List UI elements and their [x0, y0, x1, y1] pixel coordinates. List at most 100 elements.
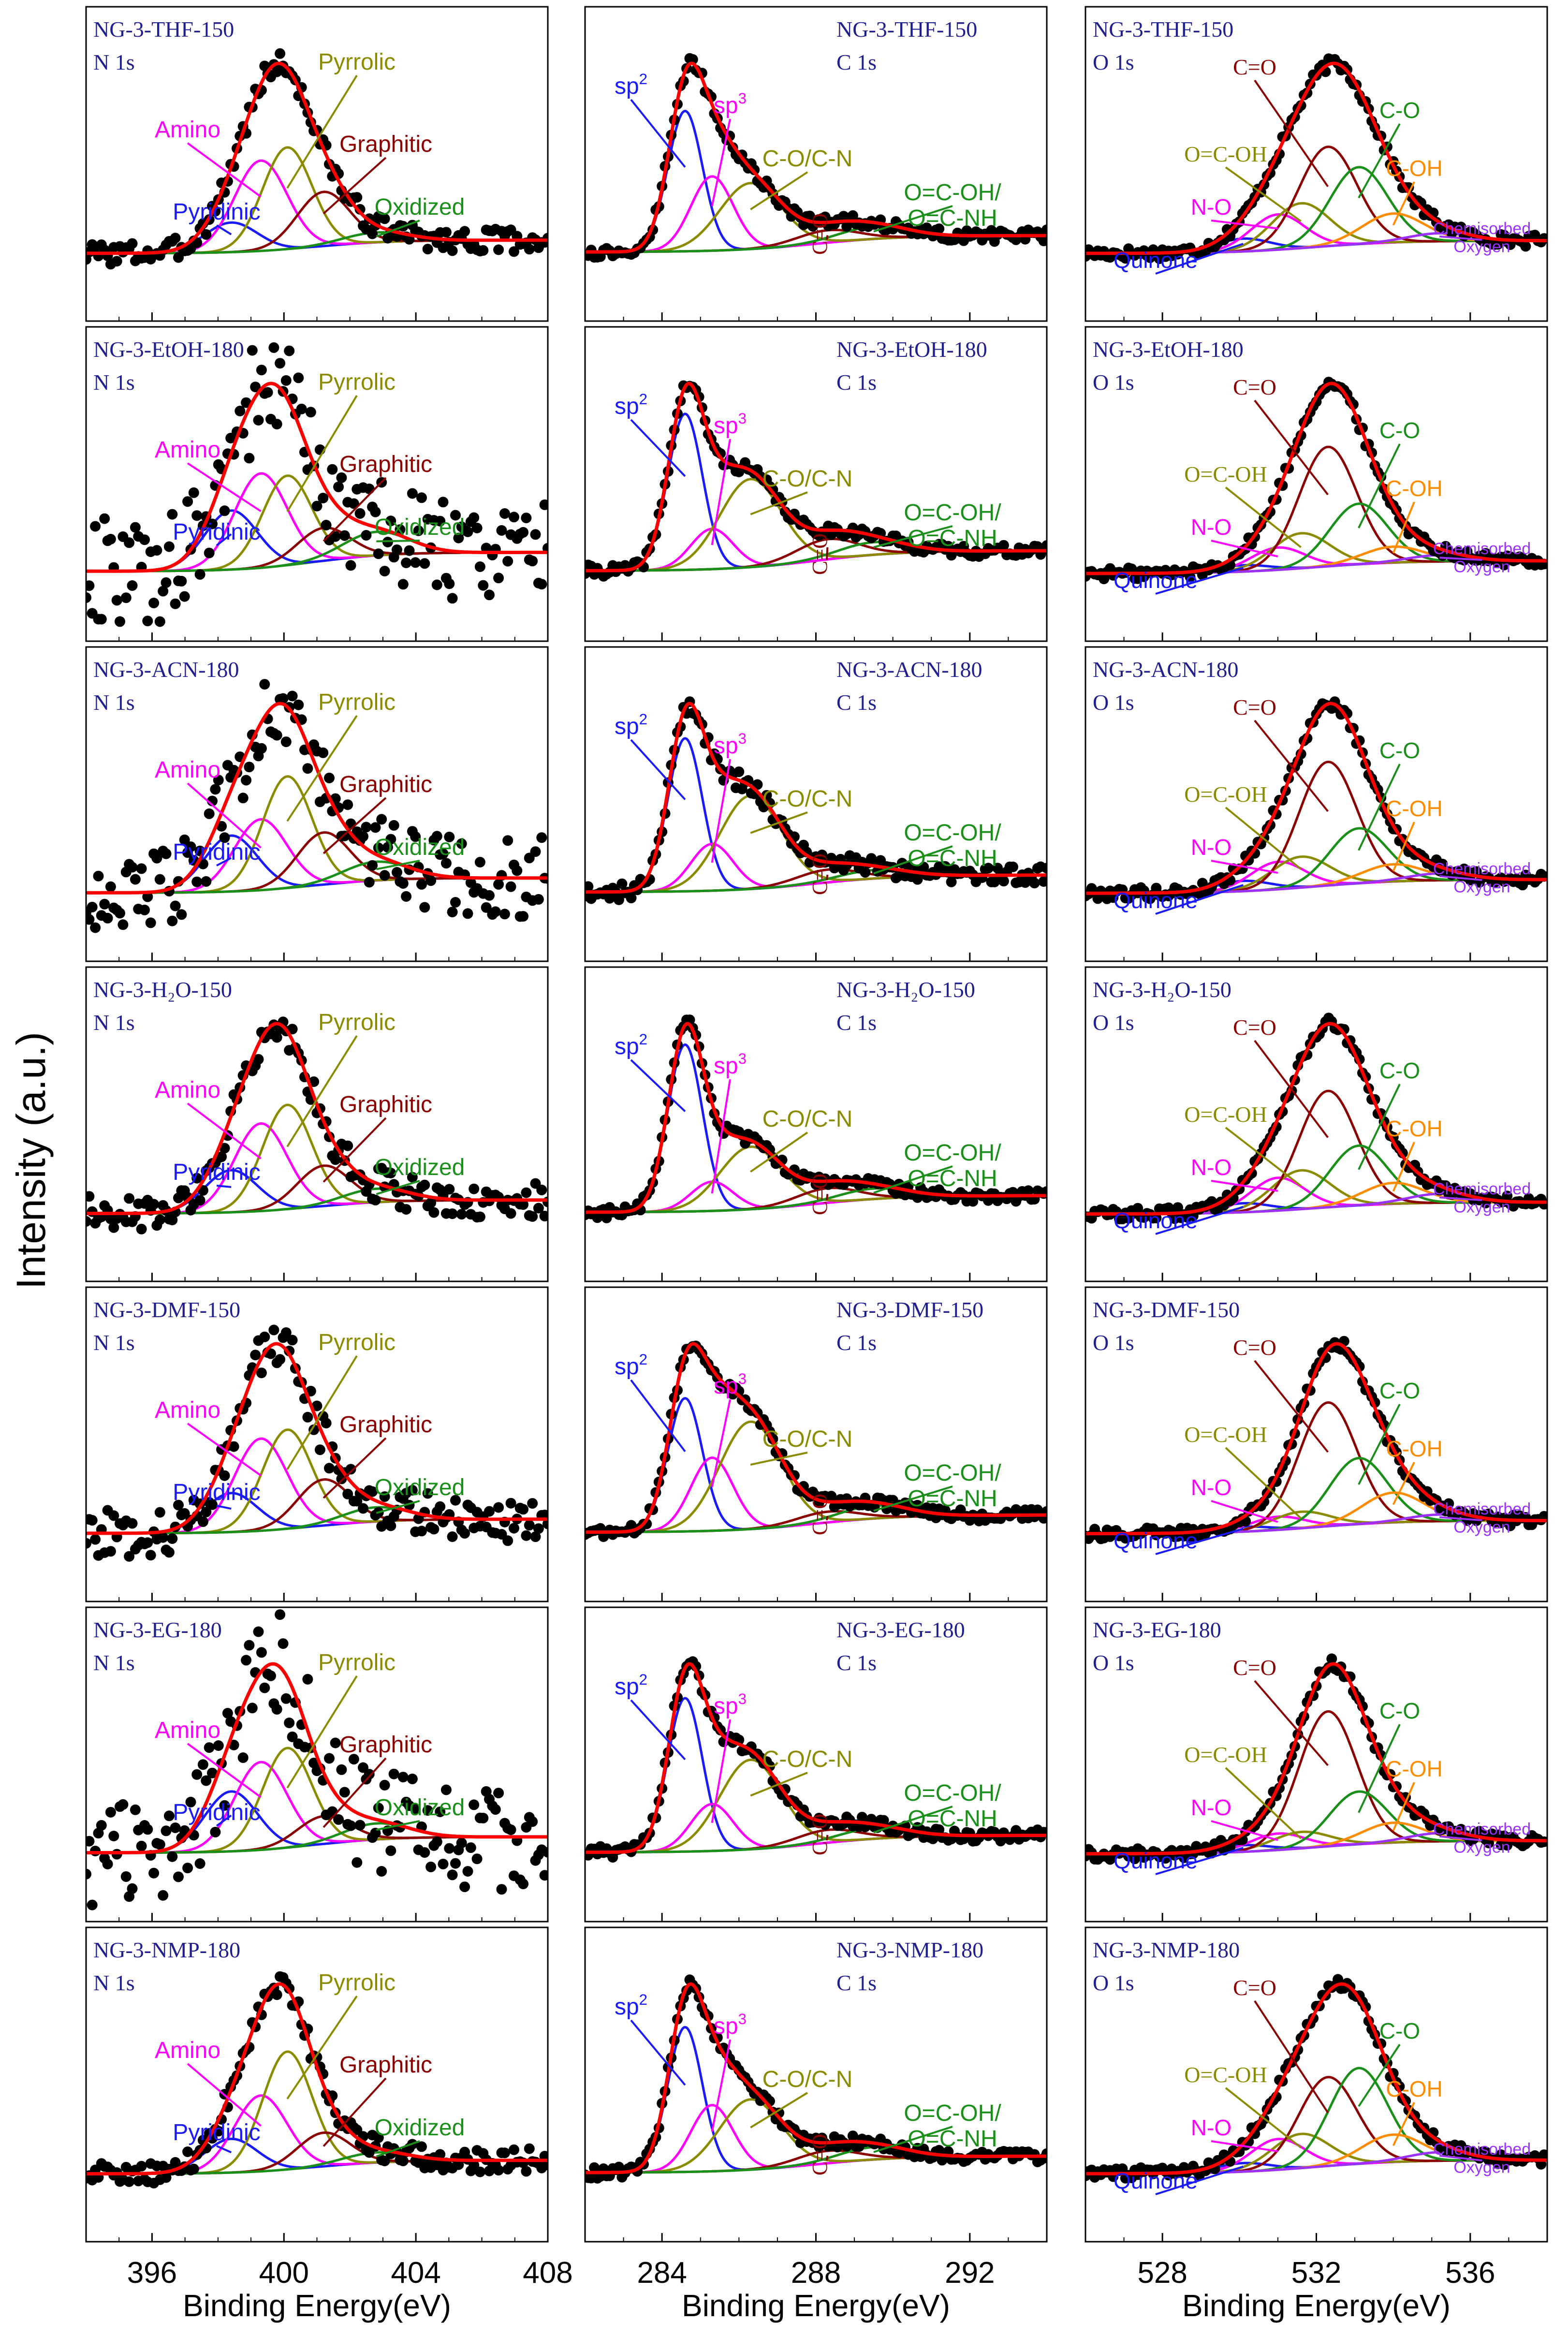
label-Oxidized: Oxidized: [375, 2115, 465, 2141]
leader-Graphitic: [322, 1117, 387, 1183]
data-point: [373, 842, 384, 853]
data-point: [120, 1871, 132, 1882]
label-C-O: C-O: [1379, 1058, 1420, 1083]
data-point: [435, 1501, 446, 1512]
data-point: [364, 484, 375, 494]
label-O=C-OH/O=C-NH: O=C-OH/: [904, 500, 1001, 526]
data-point: [431, 579, 442, 590]
label-Pyrrolic: Pyrrolic: [318, 1010, 396, 1035]
data-point: [339, 530, 350, 541]
data-point: [1493, 239, 1504, 250]
data-point: [530, 846, 541, 857]
leader-Amino: [187, 1423, 262, 1477]
label-O=C-OH/O=C-NH-line2: O=C-NH: [908, 526, 997, 551]
data-point: [499, 909, 510, 920]
data-point: [1333, 1974, 1344, 1985]
leader-Pyrrolic: [286, 1675, 358, 1789]
data-point: [345, 1464, 356, 1475]
data-point: [127, 238, 138, 249]
leader-sp3: [711, 2039, 731, 2132]
panel-NG-3-NMP-180-C: sp2 sp3 C-O/C-N C=O O=C-OH/O=C-NH NG-3-NMP-18…: [584, 1926, 1048, 2243]
data-point: [524, 1520, 535, 1531]
leader-sp3: [711, 1399, 731, 1487]
panel-NG-3-EtOH-180-C: sp2 sp3 C-O/C-N C=O O=C-OH/O=C-NH NG-3-EtOH-1…: [584, 326, 1048, 642]
sample-label: NG-3-ACN-180: [836, 657, 982, 682]
label-Chemisorbed Oxygen: Chemisorbed: [1433, 1180, 1531, 1198]
data-point: [410, 831, 421, 842]
fit-envelope: [86, 382, 547, 573]
panel-frame: [1084, 326, 1548, 642]
leader-Amino: [187, 462, 262, 512]
label-Amino: Amino: [155, 437, 220, 463]
data-point: [148, 1199, 160, 1210]
panel-frame: [1084, 1606, 1548, 1923]
data-point: [425, 875, 437, 886]
data-point: [521, 513, 532, 524]
leader-O=C-OH: [1225, 1767, 1302, 1839]
leader-O=C-OH: [1225, 1447, 1302, 1519]
region-label: O 1s: [1093, 50, 1134, 74]
label-C=O: C=O: [808, 213, 832, 255]
sample-label: NG-3-EG-180: [1093, 1617, 1221, 1642]
sample-label: NG-3-ACN-180: [1093, 657, 1239, 682]
panel-NG-3-H2O-150-C: sp2 sp3 C-O/C-N C=O O=C-OH/O=C-NH NG-3-H₂O-15…: [584, 966, 1048, 1282]
label-O=C-OH: O=C-OH: [1184, 1422, 1267, 1447]
data-point: [444, 1843, 455, 1854]
leader-sp3: [711, 759, 731, 863]
region-label: C 1s: [836, 1330, 877, 1355]
data-point: [330, 531, 341, 542]
data-point: [397, 2155, 409, 2166]
data-point: [305, 407, 316, 418]
sample-label: NG-3-EtOH-180: [836, 337, 987, 362]
data-point: [407, 1484, 418, 1496]
fit-envelope: [585, 1982, 1047, 2174]
data-point: [465, 1842, 476, 1853]
data-point: [278, 1638, 289, 1649]
leader-C-O/C-N: [750, 1131, 808, 1173]
leader-Chemisorbed Oxygen: [1439, 2155, 1482, 2161]
label-Amino: Amino: [155, 117, 220, 143]
x-tick-label: 532: [1291, 2256, 1341, 2290]
data-point: [471, 1853, 483, 1865]
label-sp2: sp2: [615, 1671, 647, 1700]
label-C-O: C-O: [1379, 738, 1420, 763]
data-point: [179, 591, 190, 602]
label-sp2: sp2: [615, 71, 647, 99]
leader-Pyrrolic: [286, 1035, 358, 1147]
label-sp2: sp2: [615, 711, 647, 739]
fit-envelope: [1085, 1022, 1547, 1216]
data-point: [352, 192, 363, 203]
data-point: [348, 1754, 359, 1765]
data-point: [280, 1327, 292, 1338]
data-point: [136, 863, 147, 874]
leader-Chemisorbed Oxygen: [1439, 235, 1482, 241]
region-label: C 1s: [836, 1650, 877, 1675]
data-point: [435, 515, 446, 527]
label-Quinone: Quinone: [1114, 888, 1198, 913]
panel-NG-3-DMF-150-N: Pyridinic Amino Pyrrolic Graphitic Oxidized N…: [85, 1286, 549, 1602]
leader-Pyridinic: [216, 2145, 232, 2154]
leader-C-OH: [1392, 501, 1415, 554]
data-point: [204, 547, 215, 558]
data-point: [318, 747, 329, 758]
label-sp3: sp3: [714, 90, 747, 118]
data-point: [447, 1531, 458, 1542]
data-point: [167, 1533, 178, 1544]
data-point: [170, 900, 181, 911]
label-O=C-OH: O=C-OH: [1184, 782, 1267, 807]
label-sp3: sp3: [714, 730, 747, 759]
data-point: [287, 1335, 298, 1346]
data-point: [197, 1759, 208, 1770]
label-Quinone: Quinone: [1114, 248, 1198, 273]
label-Amino: Amino: [155, 1718, 220, 1743]
data-point: [311, 1400, 322, 1411]
region-label: N 1s: [93, 370, 135, 395]
leader-O=C-OH/O=C-NH: [873, 845, 953, 875]
region-label: N 1s: [93, 1330, 135, 1355]
leader-Chemisorbed Oxygen: [1439, 557, 1482, 561]
data-point: [428, 1524, 440, 1535]
data-point: [127, 1883, 138, 1894]
leader-C-O/C-N: [750, 1452, 808, 1466]
label-C-OH: C-OH: [1386, 796, 1443, 821]
